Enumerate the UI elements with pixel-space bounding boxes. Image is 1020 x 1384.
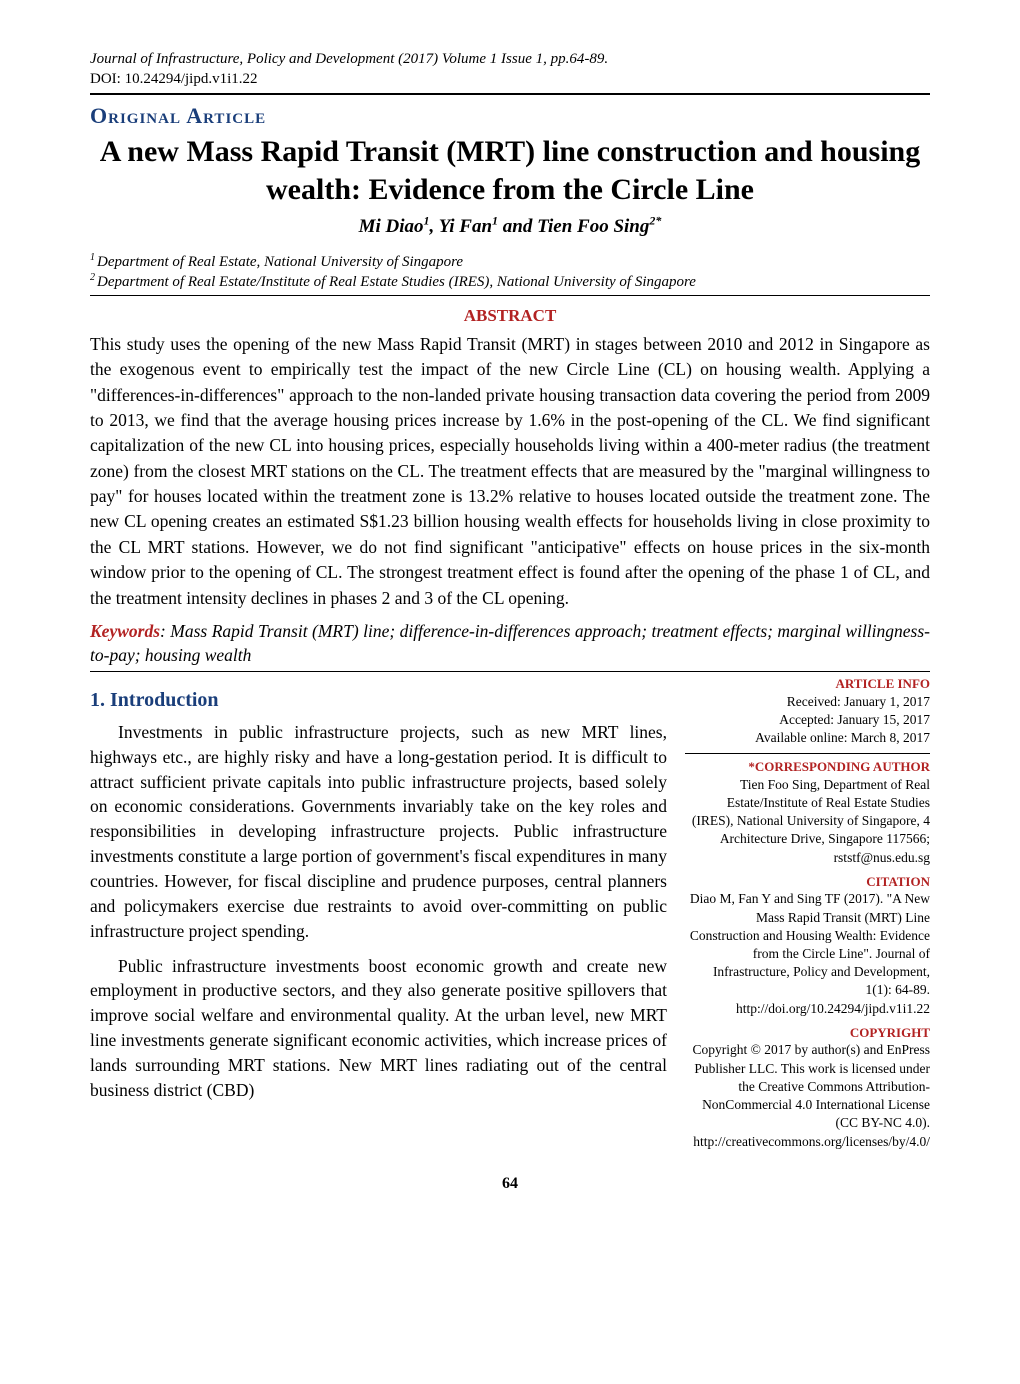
- affil-num-2: 2: [90, 272, 95, 283]
- doi-line: DOI: 10.24294/jipd.v1i1.22: [90, 71, 258, 87]
- corresponding-text: Tien Foo Sing, Department of Real Estate…: [685, 776, 930, 867]
- journal-header: Journal of Infrastructure, Policy and De…: [90, 50, 930, 89]
- main-column: 1. Introduction Investments in public in…: [90, 675, 667, 1157]
- affiliation-1: 1Department of Real Estate, National Uni…: [90, 252, 930, 272]
- copyright-block: COPYRIGHT Copyright © 2017 by author(s) …: [685, 1024, 930, 1151]
- received-date: Received: January 1, 2017: [685, 693, 930, 711]
- page-number: 64: [90, 1175, 930, 1193]
- affil-num-1: 1: [90, 252, 95, 263]
- author-names: Mi Diao1, Yi Fan1 and Tien Foo Sing2*: [359, 216, 662, 237]
- journal-line: Journal of Infrastructure, Policy and De…: [90, 51, 608, 67]
- section-1-heading: 1. Introduction: [90, 689, 667, 712]
- article-info-block: ARTICLE INFO Received: January 1, 2017 A…: [685, 675, 930, 747]
- article-info-heading: ARTICLE INFO: [685, 675, 930, 693]
- accepted-date: Accepted: January 15, 2017: [685, 711, 930, 729]
- keywords-rule: [90, 671, 930, 672]
- affiliation-2: 2Department of Real Estate/Institute of …: [90, 272, 930, 292]
- citation-heading: CITATION: [685, 873, 930, 891]
- keywords-text: : Mass Rapid Transit (MRT) line; differe…: [90, 621, 930, 666]
- authors-line: Mi Diao1, Yi Fan1 and Tien Foo Sing2*: [90, 214, 930, 238]
- affil-text-1: Department of Real Estate, National Univ…: [97, 254, 463, 270]
- affil-text-2: Department of Real Estate/Institute of R…: [97, 274, 696, 290]
- article-title: A new Mass Rapid Transit (MRT) line cons…: [90, 133, 930, 208]
- article-type: Original Article: [90, 103, 930, 129]
- citation-text: Diao M, Fan Y and Sing TF (2017). "A New…: [685, 890, 930, 1018]
- affiliations: 1Department of Real Estate, National Uni…: [90, 252, 930, 292]
- sidebar-column: ARTICLE INFO Received: January 1, 2017 A…: [685, 675, 930, 1157]
- citation-block: CITATION Diao M, Fan Y and Sing TF (2017…: [685, 873, 930, 1018]
- abstract-text: This study uses the opening of the new M…: [90, 332, 930, 611]
- header-rule: [90, 93, 930, 95]
- side-rule-1: [685, 753, 930, 754]
- corresponding-heading: *CORRESPONDING AUTHOR: [685, 758, 930, 776]
- two-column-layout: 1. Introduction Investments in public in…: [90, 675, 930, 1157]
- intro-para-1: Investments in public infrastructure pro…: [90, 720, 667, 944]
- keywords-label: Keywords: [90, 621, 160, 641]
- keywords-block: Keywords: Mass Rapid Transit (MRT) line;…: [90, 619, 930, 668]
- available-date: Available online: March 8, 2017: [685, 729, 930, 747]
- copyright-heading: COPYRIGHT: [685, 1024, 930, 1042]
- affil-rule: [90, 295, 930, 296]
- intro-para-2: Public infrastructure investments boost …: [90, 954, 667, 1103]
- abstract-heading: ABSTRACT: [90, 306, 930, 326]
- copyright-text: Copyright © 2017 by author(s) and EnPres…: [685, 1041, 930, 1150]
- corresponding-block: *CORRESPONDING AUTHOR Tien Foo Sing, Dep…: [685, 758, 930, 867]
